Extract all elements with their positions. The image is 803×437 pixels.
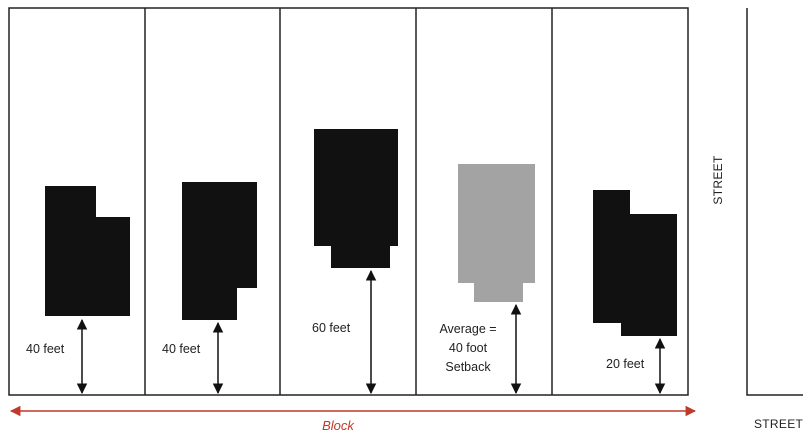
setback-label-lot-3: 60 feet <box>312 321 351 335</box>
block-outline <box>8 7 689 396</box>
setback-label-average-line-1: Average = <box>439 322 496 336</box>
setback-label-lot-2: 40 feet <box>162 342 201 356</box>
street-label-bottom: STREET <box>754 417 803 431</box>
setback-label-average-line-2: 40 foot <box>449 341 488 355</box>
setback-label-lot-5: 20 feet <box>606 357 645 371</box>
setback-label-lot-1: 40 feet <box>26 342 65 356</box>
street-label-side: STREET <box>711 155 725 205</box>
building-average <box>458 164 535 302</box>
block-label: Block <box>322 418 355 433</box>
building-lot-3 <box>314 129 398 268</box>
building-lot-2 <box>182 182 257 320</box>
building-lot-5 <box>593 190 677 336</box>
adjacent-block-corner <box>746 8 803 396</box>
setback-label-average-line-3: Setback <box>445 360 491 374</box>
building-lot-1 <box>45 186 130 316</box>
